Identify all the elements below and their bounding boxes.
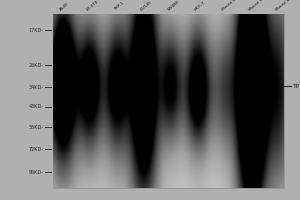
Text: 26KD-: 26KD-	[28, 63, 44, 68]
Text: Mouse brain: Mouse brain	[275, 0, 297, 12]
Text: DU145: DU145	[140, 0, 153, 12]
Text: BT-474: BT-474	[86, 0, 99, 12]
Text: 95KD-: 95KD-	[28, 170, 44, 175]
Text: 34KD-: 34KD-	[28, 85, 44, 90]
Text: THP-1: THP-1	[113, 1, 124, 12]
Text: A549: A549	[59, 2, 70, 12]
Text: TPM1: TPM1	[292, 84, 300, 89]
Text: Mouse heart: Mouse heart	[221, 0, 243, 12]
Text: 17KD-: 17KD-	[28, 28, 44, 33]
Text: MCF-7: MCF-7	[194, 1, 206, 12]
Text: 72KD-: 72KD-	[28, 147, 44, 152]
Text: SW480: SW480	[167, 0, 181, 12]
Text: 43KD-: 43KD-	[28, 104, 44, 109]
Text: 55KD-: 55KD-	[28, 125, 44, 130]
FancyBboxPatch shape	[52, 14, 284, 188]
Text: Mouse skeletal muscle: Mouse skeletal muscle	[248, 0, 286, 12]
